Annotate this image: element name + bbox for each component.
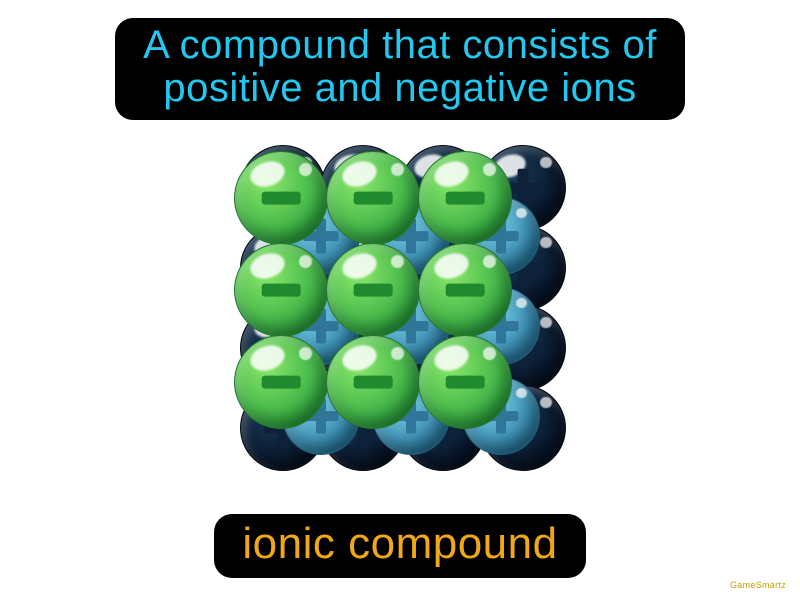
definition-box: A compound that consists of positive and…	[115, 18, 685, 120]
front-negative-ion	[418, 335, 512, 429]
definition-line-2: positive and negative ions	[143, 67, 657, 110]
minus-icon	[446, 376, 485, 389]
minus-icon	[262, 192, 301, 205]
front-negative-ion	[418, 243, 512, 337]
ionic-lattice-diagram	[220, 137, 580, 497]
minus-icon	[354, 192, 393, 205]
minus-icon	[262, 284, 301, 297]
minus-icon	[354, 284, 393, 297]
front-negative-ion	[326, 243, 420, 337]
front-negative-ion	[418, 151, 512, 245]
front-negative-ion	[326, 151, 420, 245]
definition-line-1: A compound that consists of	[143, 24, 657, 67]
front-negative-ion	[326, 335, 420, 429]
watermark-text: GameSmartz	[730, 580, 786, 590]
term-box: ionic compound	[214, 514, 585, 578]
minus-icon	[262, 376, 301, 389]
minus-icon	[354, 376, 393, 389]
front-negative-ion	[234, 243, 328, 337]
minus-icon	[446, 284, 485, 297]
term-text: ionic compound	[242, 520, 557, 568]
front-negative-ion	[234, 151, 328, 245]
front-negative-ion	[234, 335, 328, 429]
minus-icon	[446, 192, 485, 205]
